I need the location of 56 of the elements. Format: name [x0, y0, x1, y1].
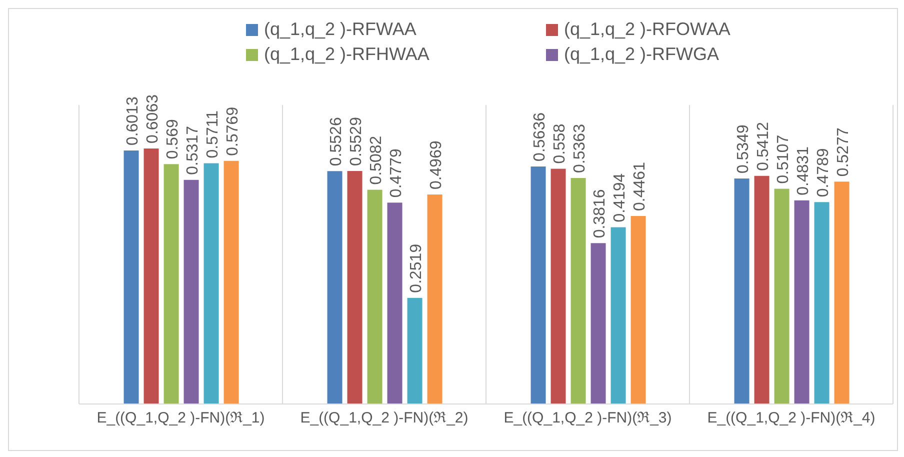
- bar: [347, 170, 362, 404]
- bar: [774, 188, 790, 404]
- bar: [530, 166, 546, 404]
- legend-label: (q_1,q_2 )-RFHWAA: [264, 44, 430, 65]
- bar: [224, 160, 239, 404]
- bar: [164, 164, 179, 404]
- bar: [367, 190, 382, 404]
- data-label: 0.5529: [348, 116, 365, 166]
- x-tick-label: E_((Q_1,Q_2 )-FN)(ℜ_3): [504, 410, 672, 427]
- bar: [550, 168, 566, 404]
- bar: [834, 182, 850, 404]
- x-tick-label: E_((Q_1,Q_2 )-FN)(ℜ_4): [707, 410, 876, 427]
- bar: [570, 178, 586, 404]
- data-label: 0.5526: [328, 117, 345, 166]
- data-label: 0.558: [551, 124, 568, 164]
- bar: [144, 148, 159, 404]
- legend-label: (q_1,q_2 )-RFWGA: [564, 44, 720, 65]
- data-label: 0.6063: [144, 94, 162, 144]
- bar: [754, 176, 770, 404]
- data-label: 0.5711: [204, 110, 222, 158]
- data-label: 0.5363: [571, 124, 588, 173]
- data-label: 0.4194: [611, 173, 628, 222]
- legend-label: (q_1,q_2 )-RFOWAA: [564, 19, 730, 40]
- bar: [590, 243, 606, 404]
- data-label: 0.4789: [814, 148, 832, 198]
- bar: [387, 202, 402, 404]
- data-label: 0.4461: [631, 162, 648, 211]
- data-label: 0.2519: [408, 244, 425, 293]
- data-label: 0.5317: [184, 126, 202, 175]
- x-tick-label: E_((Q_1,Q_2 )-FN)(ℜ_2): [300, 410, 468, 427]
- data-label: 0.5277: [834, 128, 852, 177]
- data-label: 0.5082: [368, 136, 385, 185]
- bar: [610, 227, 626, 404]
- data-label: 0.4779: [388, 148, 405, 198]
- data-label: 0.5769: [224, 106, 242, 156]
- bar: [184, 180, 199, 404]
- bar: [124, 150, 139, 404]
- data-label: 0.4969: [428, 140, 445, 190]
- data-label: 0.569: [164, 119, 182, 160]
- bar: [734, 178, 750, 404]
- legend-label: (q_1,q_2 )-RFWAA: [264, 19, 416, 40]
- bar: [814, 202, 830, 404]
- bar: [327, 171, 342, 404]
- data-label: 0.5107: [774, 134, 792, 184]
- bar: [407, 298, 422, 404]
- data-label: 0.3816: [591, 189, 608, 238]
- data-label: 0.5636: [531, 112, 548, 162]
- bar: [630, 216, 646, 404]
- bar: [794, 200, 810, 404]
- data-label: 0.5349: [734, 124, 752, 174]
- bar: [204, 163, 219, 404]
- data-label: 0.6013: [124, 96, 142, 146]
- x-tick-label: E_((Q_1,Q_2 )-FN)(ℜ_1): [96, 410, 265, 427]
- data-label: 0.4831: [794, 146, 812, 196]
- data-label: 0.5412: [754, 122, 772, 171]
- bar: [427, 194, 442, 404]
